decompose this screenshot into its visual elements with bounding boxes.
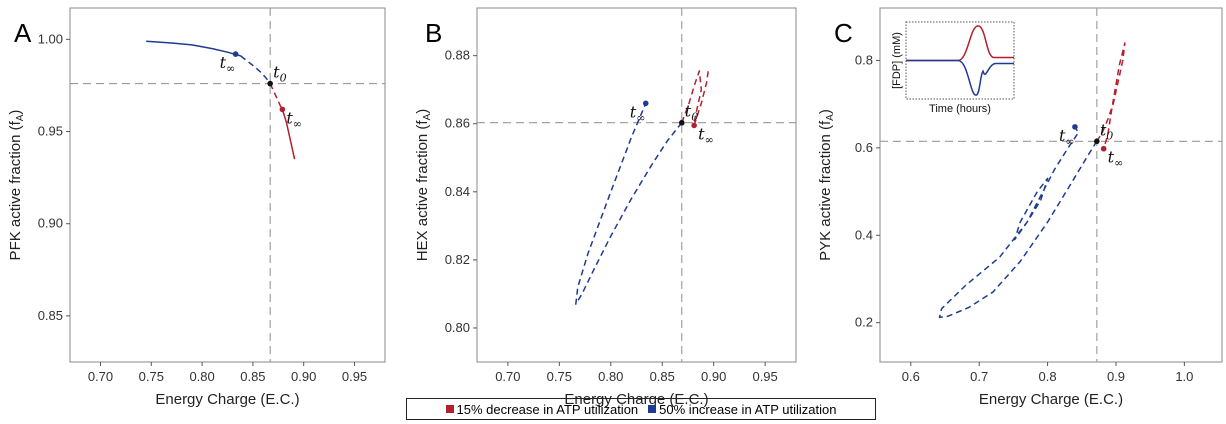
series-red-dashed — [681, 70, 703, 126]
panel-label: A — [14, 18, 32, 48]
y-tick-label: 0.84 — [445, 184, 470, 199]
series-blue-dashed — [575, 103, 683, 305]
blue-end-label: t∞ — [630, 102, 646, 124]
legend-swatch-red — [445, 405, 454, 413]
x-tick-label: 0.95 — [342, 369, 367, 384]
x-tick-label: 0.85 — [650, 369, 675, 384]
plot-frame — [476, 7, 797, 363]
inset: [FDP] (mM) Time (hours) — [891, 21, 1015, 115]
y-tick-label: 0.8 — [855, 52, 873, 67]
red-end-label: t∞ — [698, 124, 714, 146]
series-red-dashed — [269, 83, 284, 110]
y-axis-label: PFK active fraction (fA) — [7, 110, 26, 261]
x-tick-label: 0.80 — [598, 369, 623, 384]
panel-a: A 0.70 0.75 0.80 0.85 0.90 0.95 0.85 0.90 0.95 1.0… — [7, 7, 386, 408]
y-axis-label: PYK active fraction (fA) — [817, 109, 836, 261]
y-tick-label: 0.2 — [855, 315, 873, 330]
y-tick-label: 0.95 — [38, 124, 63, 139]
t0-label: t0 — [685, 102, 698, 124]
blue-end-label: t∞ — [1059, 126, 1075, 148]
y-tick-label: 0.90 — [38, 216, 63, 231]
plot-frame — [879, 7, 1223, 363]
inset-x-label: Time (hours) — [929, 103, 991, 115]
x-tick-label: 0.95 — [752, 369, 777, 384]
red-end-label: t∞ — [1108, 148, 1124, 170]
legend-label-red: 15% decrease in ATP utilization — [456, 401, 639, 417]
blue-end-label: t∞ — [220, 53, 236, 75]
y-tick-label: 1.00 — [38, 31, 63, 46]
t0-point — [267, 80, 273, 87]
red-end-point — [691, 122, 697, 129]
red-end-point — [1100, 145, 1107, 152]
x-tick-label: 0.80 — [189, 369, 214, 384]
x-axis-label: Energy Charge (E.C.) — [564, 391, 708, 408]
legend-item-blue: 50% increase in ATP utilization — [648, 402, 836, 417]
red-end-point — [279, 106, 286, 113]
legend: 15% decrease in ATP utilization 50% incr… — [406, 398, 876, 420]
t0-label: t0 — [1100, 120, 1113, 142]
series-red-dashed — [693, 69, 710, 126]
series-blue-dashed — [938, 126, 1098, 319]
series-blue-solid — [146, 40, 241, 57]
x-tick-label: 1.0 — [1175, 369, 1193, 384]
series-blue-dashed — [240, 55, 271, 85]
x-tick-label: 0.6 — [902, 369, 920, 384]
t0-point — [1094, 138, 1100, 145]
blue-end-point — [1072, 124, 1078, 130]
panel-label: B — [425, 18, 442, 48]
legend-item-red: 15% decrease in ATP utilization — [445, 401, 639, 417]
red-end-label: t∞ — [286, 108, 302, 130]
x-tick-label: 0.85 — [240, 369, 265, 384]
plot-frame — [69, 7, 386, 363]
legend-swatch-blue — [648, 405, 657, 413]
y-tick-label: 0.6 — [855, 140, 873, 155]
x-tick-label: 0.7 — [970, 369, 988, 384]
x-tick-label: 0.75 — [547, 369, 572, 384]
y-tick-label: 0.4 — [855, 227, 873, 242]
t0-label: t0 — [273, 63, 286, 85]
series-red-dashed — [1096, 42, 1126, 149]
inset-blue-curve — [906, 59, 1014, 96]
x-axis-label: Energy Charge (E.C.) — [155, 391, 299, 408]
t0-point — [678, 119, 685, 126]
y-tick-label: 0.85 — [38, 308, 63, 323]
x-tick-label: 0.90 — [291, 369, 316, 384]
x-tick-label: 0.70 — [88, 369, 113, 384]
legend-label-blue: 50% increase in ATP utilization — [659, 401, 837, 417]
blue-end-point — [232, 51, 239, 57]
y-tick-label: 0.82 — [445, 252, 470, 267]
panel-b: B 0.70 0.75 0.80 0.85 0.90 0.95 0.80 0.82 0.84 0.8… — [414, 7, 797, 408]
y-tick-label: 0.86 — [445, 116, 470, 131]
x-tick-label: 0.90 — [701, 369, 726, 384]
inset-y-label: [FDP] (mM) — [891, 32, 903, 89]
x-tick-label: 0.9 — [1107, 369, 1125, 384]
x-tick-label: 0.70 — [495, 369, 520, 384]
x-tick-label: 0.8 — [1039, 369, 1057, 384]
series-red-solid — [281, 109, 296, 160]
panel-c: C 0.6 0.7 0.8 0.9 1.0 0.2 0.4 0.6 0.8 Energy Charg… — [817, 7, 1223, 408]
y-tick-label: 0.80 — [445, 320, 470, 335]
inset-red-curve — [906, 25, 1014, 62]
y-tick-label: 0.88 — [445, 48, 470, 63]
x-tick-label: 0.75 — [139, 369, 164, 384]
panel-label: C — [834, 18, 853, 48]
x-axis-label: Energy Charge (E.C.) — [979, 391, 1123, 408]
y-axis-label: HEX active fraction (fA) — [414, 109, 433, 262]
blue-end-point — [642, 100, 649, 107]
